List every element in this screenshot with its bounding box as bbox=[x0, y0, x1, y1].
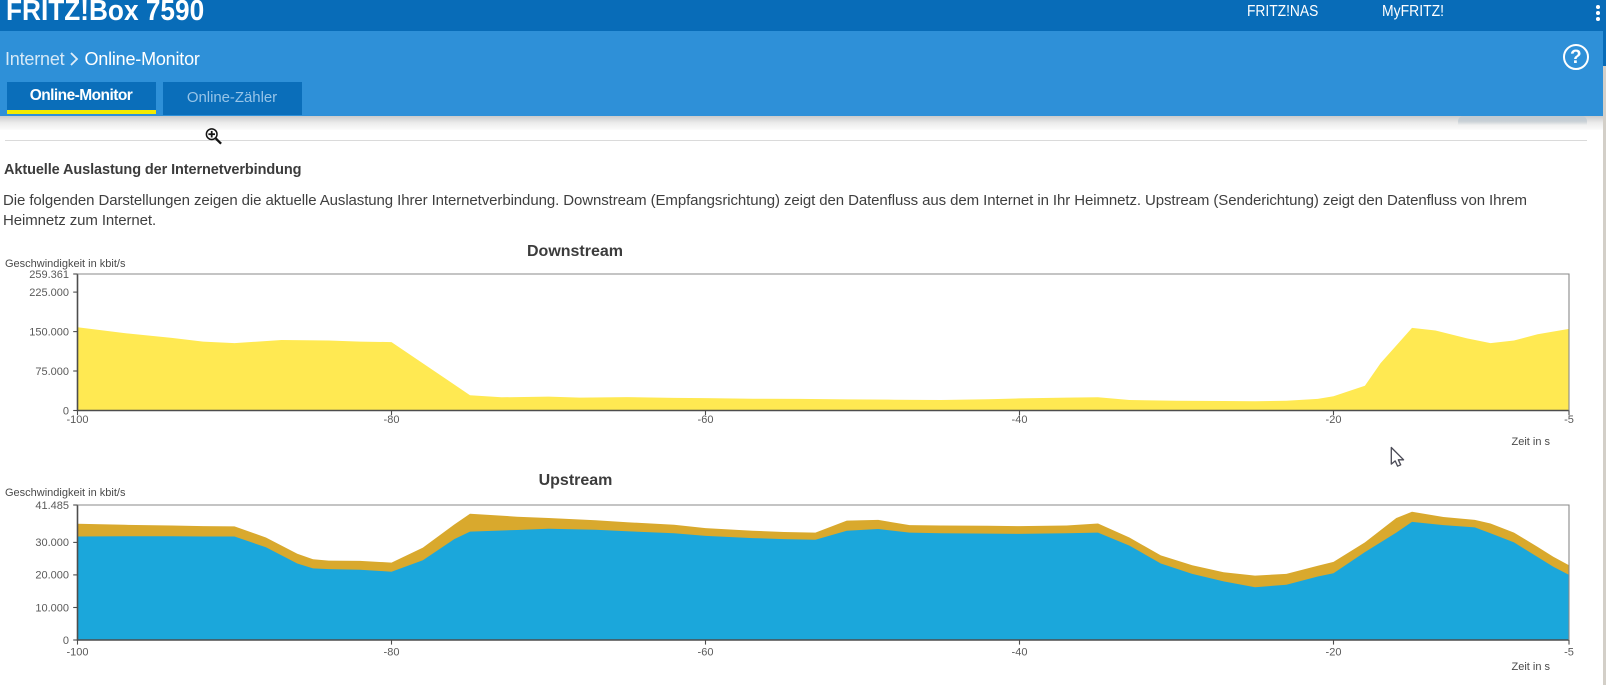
svg-text:-60: -60 bbox=[698, 414, 714, 426]
svg-text:Downstream: Downstream bbox=[527, 243, 623, 260]
svg-text:-40: -40 bbox=[1012, 647, 1028, 659]
svg-text:-20: -20 bbox=[1326, 414, 1342, 426]
svg-text:150.000: 150.000 bbox=[29, 326, 69, 338]
svg-text:259.361: 259.361 bbox=[29, 269, 69, 281]
svg-text:-5: -5 bbox=[1564, 414, 1574, 426]
svg-text:30.000: 30.000 bbox=[35, 537, 69, 549]
svg-text:-60: -60 bbox=[698, 647, 714, 659]
svg-text:20.000: 20.000 bbox=[35, 570, 69, 582]
svg-text:Upstream: Upstream bbox=[539, 472, 613, 489]
svg-text:-20: -20 bbox=[1326, 647, 1342, 659]
svg-text:225.000: 225.000 bbox=[29, 287, 69, 299]
svg-text:0: 0 bbox=[63, 405, 69, 417]
svg-text:Geschwindigkeit in kbit/s: Geschwindigkeit in kbit/s bbox=[5, 258, 126, 270]
svg-text:-5: -5 bbox=[1564, 647, 1574, 659]
svg-text:Geschwindigkeit in kbit/s: Geschwindigkeit in kbit/s bbox=[5, 487, 126, 499]
svg-text:75.000: 75.000 bbox=[35, 366, 69, 378]
svg-text:Zeit in s: Zeit in s bbox=[1511, 661, 1550, 673]
svg-text:41.485: 41.485 bbox=[35, 500, 69, 512]
svg-text:10.000: 10.000 bbox=[35, 602, 69, 614]
svg-text:-40: -40 bbox=[1012, 414, 1028, 426]
svg-text:-100: -100 bbox=[66, 414, 88, 426]
svg-text:-80: -80 bbox=[384, 414, 400, 426]
svg-text:Zeit in s: Zeit in s bbox=[1511, 436, 1550, 448]
svg-text:0: 0 bbox=[63, 635, 69, 647]
svg-text:-100: -100 bbox=[66, 647, 88, 659]
svg-text:-80: -80 bbox=[384, 647, 400, 659]
